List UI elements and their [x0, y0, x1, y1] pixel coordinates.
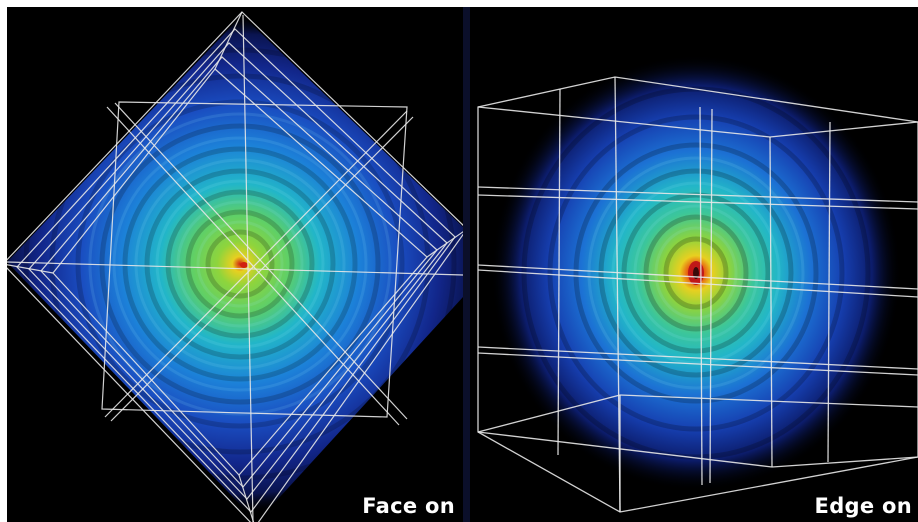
edge-on-panel: Edge on	[470, 7, 918, 522]
edge-on-emission-cloud	[491, 55, 901, 491]
face-on-wireframe	[7, 11, 463, 522]
edge-on-wireframe	[477, 76, 918, 513]
face-on-panel: Face on	[7, 7, 463, 522]
face-on-caption: Face on	[362, 494, 455, 518]
edge-on-rendering	[477, 55, 918, 513]
edge-on-caption: Edge on	[814, 494, 912, 518]
face-on-rendering	[7, 11, 463, 522]
panel-divider	[463, 7, 470, 522]
